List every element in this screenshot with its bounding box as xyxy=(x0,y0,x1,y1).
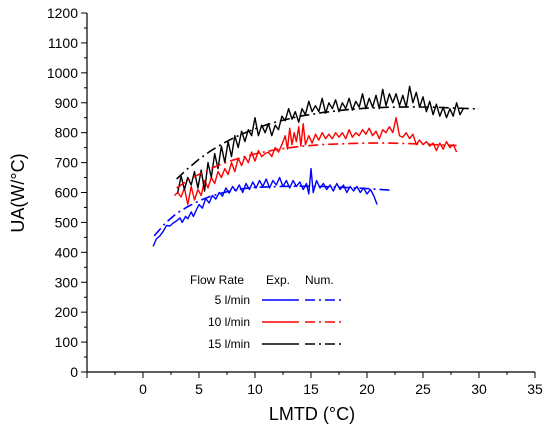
curves xyxy=(152,85,480,247)
y-tick-label: 0 xyxy=(70,364,78,380)
legend-exp-label: Exp. xyxy=(266,273,290,287)
series-line xyxy=(177,85,464,193)
y-tick-label: 900 xyxy=(55,95,79,111)
y-tick-label: 300 xyxy=(55,274,79,290)
y-tick-label: 100 xyxy=(55,334,79,350)
y-tick-label: 200 xyxy=(55,304,79,320)
x-tick-label: 0 xyxy=(139,381,147,397)
legend-header-label: Flow Rate xyxy=(190,273,244,287)
y-tick-label: 700 xyxy=(55,155,79,171)
legend-num-label: Num. xyxy=(305,273,334,287)
y-tick-label: 800 xyxy=(55,125,79,141)
series-line xyxy=(176,142,457,189)
series-line xyxy=(176,106,480,180)
x-tick-label: 30 xyxy=(471,381,487,397)
x-tick-label: 20 xyxy=(359,381,375,397)
legend: Flow Rate Exp. Num. 5 l/min 10 l/min 15 l/… xyxy=(190,273,342,351)
legend-row-label: 15 l/min xyxy=(208,337,250,351)
x-axis-title: LMTD (°C) xyxy=(269,404,355,424)
series-line xyxy=(152,167,378,247)
y-axis-title: UA(W/°C) xyxy=(8,153,28,232)
legend-row-label: 5 l/min xyxy=(215,293,250,307)
y-tick-label: 1200 xyxy=(47,5,78,21)
y-tick-label: 1100 xyxy=(48,35,78,51)
y-tick-label: 500 xyxy=(55,214,79,230)
legend-row-label: 10 l/min xyxy=(208,315,250,329)
x-tick-label: 25 xyxy=(415,381,431,397)
x-tick-label: 35 xyxy=(527,381,543,397)
y-tick-label: 600 xyxy=(55,185,79,201)
axes: 0100200300400500600700800900100011001200… xyxy=(47,5,543,397)
x-tick-label: 15 xyxy=(303,381,319,397)
x-tick-label: 10 xyxy=(247,381,263,397)
x-tick-label: 5 xyxy=(195,381,203,397)
y-tick-label: 1000 xyxy=(47,65,78,81)
series-line xyxy=(173,117,458,206)
y-tick-label: 400 xyxy=(55,244,79,260)
